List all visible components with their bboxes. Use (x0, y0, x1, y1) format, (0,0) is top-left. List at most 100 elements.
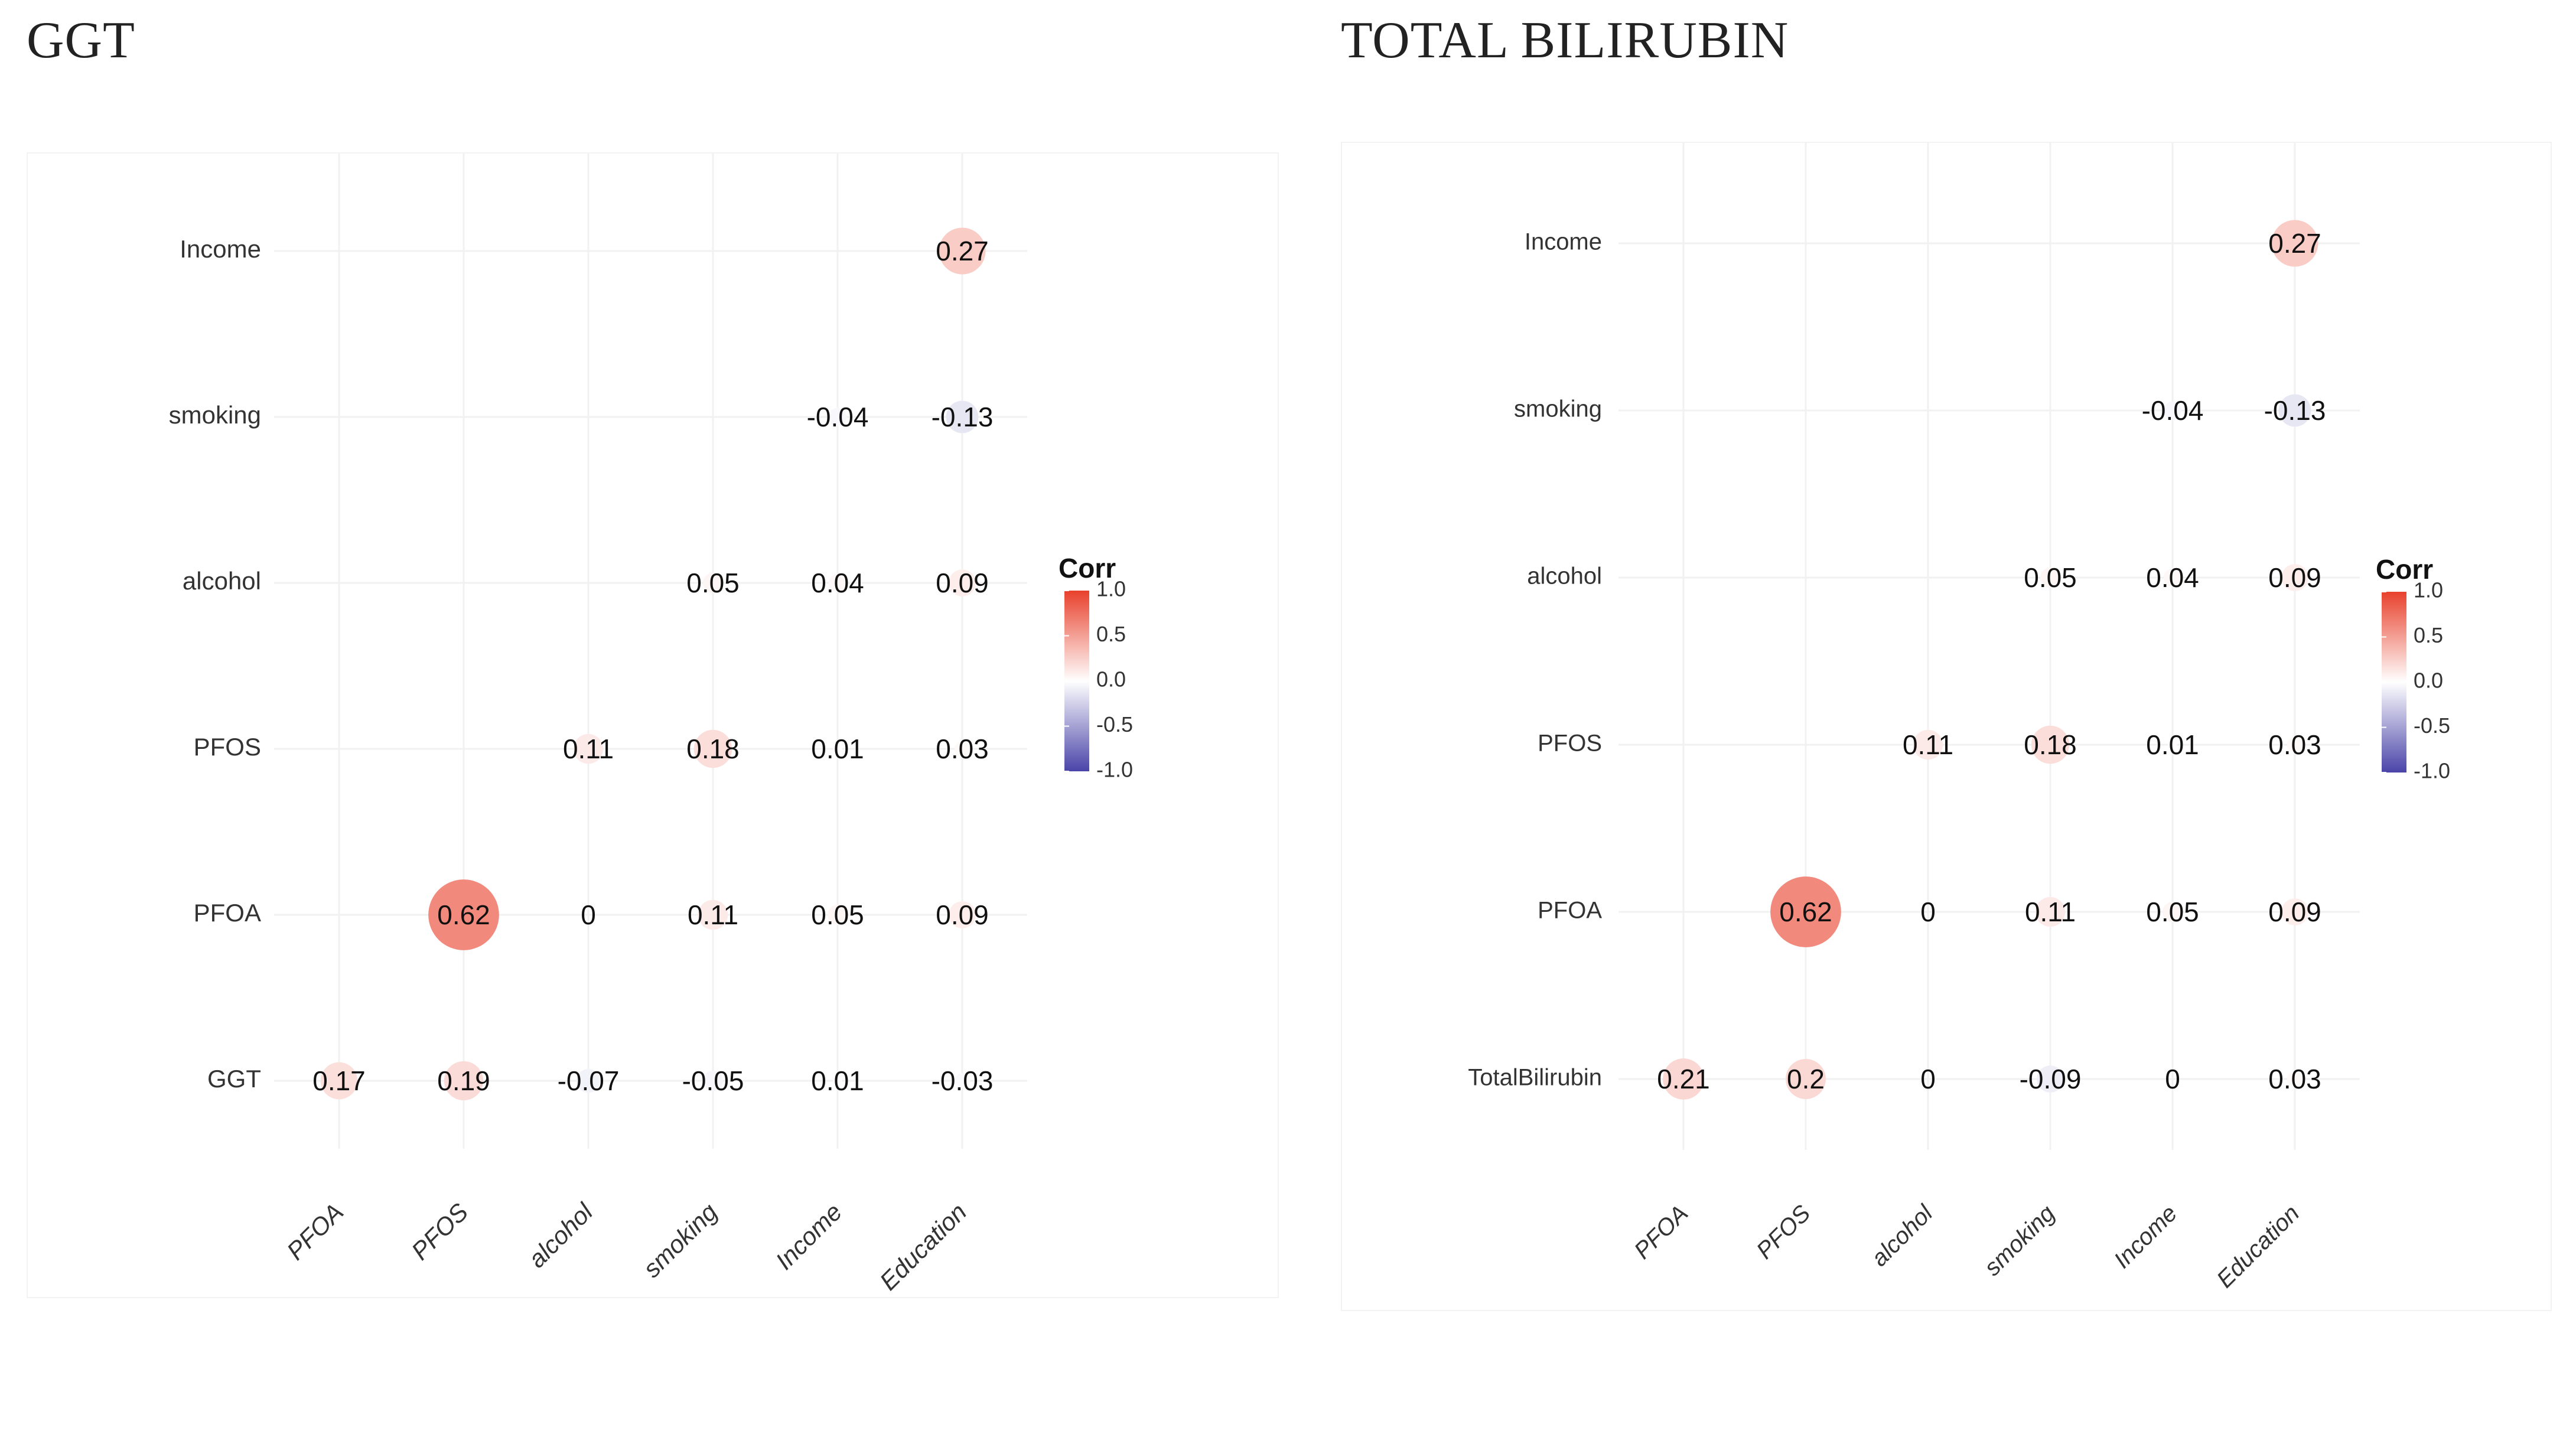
cell-alcohol-smoking-value: 0.05 (686, 568, 740, 598)
cell-pfos-smoking-circle (693, 729, 732, 768)
cell-pfoa-income-value: 0.05 (811, 899, 864, 930)
legend-tick-label: 1.0 (2414, 578, 2443, 602)
cell-ggt-pfoa-value: 0.17 (312, 1065, 366, 1096)
cell-alcohol-income-circle (2163, 568, 2182, 587)
x-tick-label-smoking: smoking (638, 1198, 723, 1283)
cell-pfos-smoking-value: 0.18 (686, 734, 740, 764)
cell-alcohol-smoking-circle (2040, 568, 2060, 588)
cell-pfoa-education-circle (949, 901, 976, 928)
cell-pfoa-pfos-circle (428, 879, 499, 950)
correlation-cells: 0.27 -0.04 -0.13 0.05 0.04 0.09 0.11 0.18 0.01 0.… (312, 227, 994, 1101)
cell-ggt-alcohol-circle (576, 1068, 601, 1093)
cell-pfoa-education-circle (2281, 898, 2308, 925)
cell-ggt-income-value: 0.01 (811, 1065, 864, 1096)
cell-smoking-income-value: -0.04 (2142, 395, 2204, 426)
x-tick-label-pfos: PFOS (1751, 1200, 1815, 1264)
y-tick-label-alcohol: alcohol (183, 567, 261, 595)
cell-totalbilirubin-alcohol-value: 0 (1920, 1064, 1936, 1094)
cell-pfos-smoking-value: 0.18 (2024, 729, 2077, 760)
y-tick-label-totalbilirubin: TotalBilirubin (1468, 1065, 1602, 1091)
cell-alcohol-income-value: 0.04 (811, 568, 864, 598)
cell-ggt-education-circle (954, 1073, 971, 1089)
cell-smoking-income-circle (828, 408, 847, 426)
cell-pfos-income-value: 0.01 (2146, 729, 2199, 760)
cell-pfoa-smoking-circle (698, 899, 728, 930)
cell-alcohol-income-value: 0.04 (2146, 562, 2199, 593)
cell-alcohol-education-value: 0.09 (2268, 562, 2321, 593)
cell-pfoa-alcohol-value: 0 (581, 899, 596, 930)
legend-tick-label: 1.0 (1096, 577, 1126, 601)
x-tick-label-smoking: smoking (1979, 1200, 2060, 1280)
y-tick-label-pfoa: PFOA (194, 899, 261, 927)
cell-totalbilirubin-pfos-value: 0.2 (1787, 1064, 1825, 1094)
cell-pfos-income-circle (833, 744, 842, 754)
cell-pfoa-pfos-value: 0.62 (437, 899, 490, 930)
cell-smoking-income-circle (2163, 401, 2182, 420)
chart-svg-ggt: Income smoking alcohol PFOS PFOA GGT PFOA PFOS a… (169, 154, 1133, 1295)
chart-panel-ggt: Income smoking alcohol PFOS PFOA GGT PFOA PFOS a… (27, 152, 1279, 1298)
cell-pfoa-smoking-value: 0.11 (2025, 897, 2076, 927)
cell-pfos-education-circle (2287, 736, 2303, 753)
chart-svg-total-bilirubin: Income smoking alcohol PFOS PFOA TotalBilirub… (1468, 143, 2450, 1293)
cell-ggt-alcohol-value: -0.07 (558, 1065, 620, 1096)
chart-title-ggt: GGT (27, 12, 135, 69)
y-tick-label-smoking: smoking (169, 401, 261, 429)
cell-pfoa-smoking-value: 0.11 (688, 899, 738, 930)
legend-tick-label: 0.5 (1096, 622, 1126, 646)
cell-pfos-income-circle (2168, 740, 2177, 749)
y-tick-label-income: Income (1525, 229, 1602, 255)
cell-alcohol-income-circle (828, 573, 847, 592)
cell-totalbilirubin-pfoa-circle (1663, 1058, 1704, 1100)
chart-panel-total-bilirubin: Income smoking alcohol PFOS PFOA TotalBilirub… (1341, 142, 2552, 1311)
cell-alcohol-education-value: 0.09 (936, 568, 989, 598)
x-tick-label-education: Education (874, 1198, 972, 1295)
cell-pfoa-smoking-circle (2035, 897, 2066, 927)
x-tick-label-income: Income (770, 1198, 848, 1275)
cell-pfos-income-value: 0.01 (811, 734, 864, 764)
x-tick-label-income: Income (2109, 1200, 2182, 1273)
y-tick-label-smoking: smoking (1514, 396, 1602, 422)
cell-pfoa-income-circle (2163, 902, 2183, 922)
cell-income-education-value: 0.27 (2268, 228, 2321, 259)
cell-pfoa-income-circle (828, 905, 848, 925)
cell-totalbilirubin-smoking-circle (2037, 1065, 2064, 1093)
cell-ggt-income-circle (833, 1076, 842, 1086)
y-tick-label-pfos: PFOS (194, 733, 261, 761)
y-tick-label-alcohol: alcohol (1527, 563, 1602, 589)
cell-smoking-income-value: -0.04 (807, 402, 869, 432)
x-tick-label-pfos: PFOS (406, 1198, 473, 1265)
legend-tick-label: 0.0 (1096, 667, 1126, 692)
cell-totalbilirubin-smoking-value: -0.09 (2020, 1064, 2082, 1094)
legend-title: Corr (1059, 553, 1116, 584)
cell-pfoa-education-value: 0.09 (2268, 897, 2321, 927)
y-tick-label-pfoa: PFOA (1538, 898, 1602, 924)
x-tick-label-pfoa: PFOA (1629, 1200, 1693, 1264)
cell-smoking-education-circle (946, 400, 979, 433)
legend-tick-label: -0.5 (2414, 713, 2450, 738)
cell-pfos-education-circle (954, 741, 971, 757)
cell-ggt-smoking-circle (703, 1071, 723, 1091)
cell-ggt-pfos-circle (444, 1061, 484, 1101)
cell-pfos-alcohol-value: 0.11 (1903, 729, 1953, 760)
legend-tick-label: -0.5 (1096, 712, 1133, 736)
y-tick-label-pfos: PFOS (1538, 731, 1602, 757)
legend-tick-label: -1.0 (1096, 758, 1133, 782)
cell-alcohol-education-circle (2281, 564, 2308, 591)
legend-title: Corr (2376, 554, 2433, 585)
legend-tick-label: 0.5 (2414, 623, 2443, 647)
cell-income-education-circle (939, 227, 986, 275)
chart-title-total-bilirubin: TOTAL BILIRUBIN (1341, 12, 1789, 69)
x-tick-label-alcohol: alcohol (1867, 1199, 1939, 1272)
grid (274, 154, 1027, 1149)
cell-totalbilirubin-education-circle (2287, 1071, 2303, 1087)
cell-pfos-education-value: 0.03 (936, 734, 989, 764)
cell-pfoa-alcohol-value: 0 (1920, 897, 1936, 927)
legend-tick-label: -1.0 (2414, 759, 2450, 783)
cell-ggt-education-value: -0.03 (932, 1065, 994, 1096)
cell-pfoa-income-value: 0.05 (2146, 897, 2199, 927)
y-tick-label-ggt: GGT (207, 1065, 261, 1093)
cell-income-education-value: 0.27 (936, 236, 989, 266)
cell-ggt-pfos-value: 0.19 (437, 1065, 490, 1096)
